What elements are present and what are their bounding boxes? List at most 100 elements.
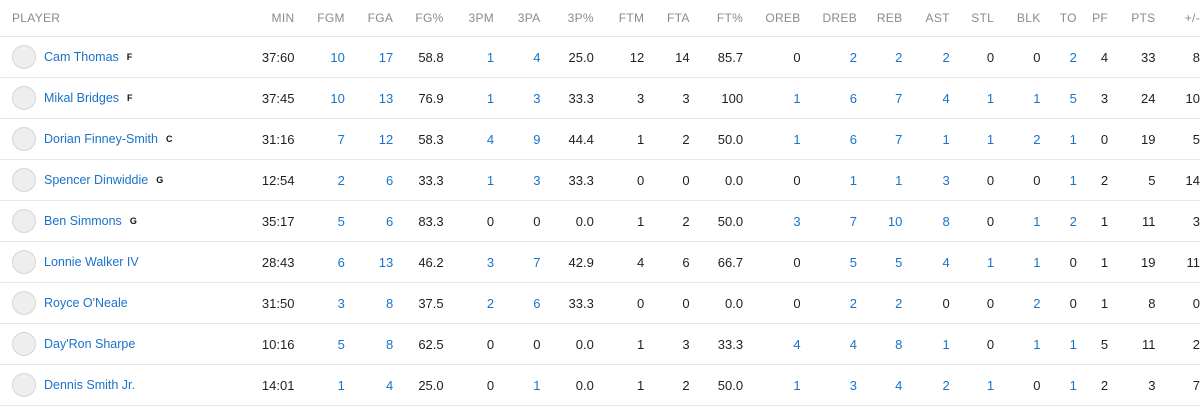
stat-stl[interactable]: 1 — [949, 364, 995, 406]
player-headshot-icon[interactable] — [12, 86, 36, 110]
stat-oreb[interactable]: 1 — [743, 364, 801, 406]
stat-fgm[interactable]: 6 — [294, 241, 345, 283]
player-name-link[interactable]: Royce O'Neale — [44, 296, 128, 310]
stat-dreb[interactable]: 2 — [800, 36, 858, 78]
stat-ast[interactable]: 4 — [902, 77, 950, 119]
stat-oreb[interactable]: 1 — [743, 118, 801, 160]
stat-reb[interactable]: 1 — [857, 159, 903, 201]
column-header-pf[interactable]: PF — [1092, 11, 1109, 25]
stat-fga[interactable]: 17 — [344, 36, 394, 78]
column-header-fga[interactable]: FGA — [367, 11, 394, 25]
stat-reb[interactable]: 5 — [857, 241, 903, 283]
stat-ast[interactable]: 1 — [902, 323, 950, 365]
stat-3pa[interactable]: 4 — [494, 36, 541, 78]
player-name-link[interactable]: Day'Ron Sharpe — [44, 337, 136, 351]
stat-fga[interactable]: 13 — [344, 77, 394, 119]
stat-oreb[interactable]: 3 — [743, 200, 801, 242]
column-header-min[interactable]: MIN — [271, 11, 295, 25]
player-name-link[interactable]: Dorian Finney-Smith — [44, 132, 158, 146]
stat-fga[interactable]: 6 — [344, 200, 394, 242]
stat-3pa[interactable]: 3 — [494, 77, 541, 119]
stat-reb[interactable]: 8 — [857, 323, 903, 365]
stat-reb[interactable]: 10 — [857, 200, 903, 242]
stat-fgm[interactable]: 7 — [294, 118, 345, 160]
stat-fga[interactable]: 13 — [344, 241, 394, 283]
column-header-fta[interactable]: FTA — [666, 11, 690, 25]
stat-reb[interactable]: 2 — [857, 282, 903, 324]
stat-reb[interactable]: 4 — [857, 364, 903, 406]
stat-3pm[interactable]: 2 — [443, 282, 495, 324]
player-headshot-icon[interactable] — [12, 250, 36, 274]
column-header-reb[interactable]: REB — [876, 11, 903, 25]
stat-reb[interactable]: 7 — [857, 118, 903, 160]
column-header-fgm[interactable]: FGM — [317, 11, 345, 25]
stat-dreb[interactable]: 4 — [800, 323, 858, 365]
stat-dreb[interactable]: 3 — [800, 364, 858, 406]
stat-ast[interactable]: 2 — [902, 36, 950, 78]
column-header-3pm[interactable]: 3PM — [468, 11, 495, 25]
stat-dreb[interactable]: 6 — [800, 77, 858, 119]
stat-dreb[interactable]: 7 — [800, 200, 858, 242]
column-header-ft-pct[interactable]: FT% — [716, 11, 744, 25]
player-headshot-icon[interactable] — [12, 127, 36, 151]
column-header-oreb[interactable]: OREB — [765, 11, 801, 25]
column-header-ast[interactable]: AST — [925, 11, 950, 25]
player-headshot-icon[interactable] — [12, 332, 36, 356]
stat-blk[interactable]: 1 — [994, 200, 1041, 242]
stat-oreb[interactable]: 1 — [743, 77, 801, 119]
stat-stl[interactable]: 1 — [949, 118, 995, 160]
stat-3pm[interactable]: 4 — [443, 118, 495, 160]
stat-dreb[interactable]: 5 — [800, 241, 858, 283]
stat-to[interactable]: 1 — [1040, 364, 1077, 406]
player-name-link[interactable]: Cam Thomas — [44, 50, 119, 64]
stat-dreb[interactable]: 6 — [800, 118, 858, 160]
stat-blk[interactable]: 2 — [994, 282, 1041, 324]
column-header-dreb[interactable]: DREB — [822, 11, 858, 25]
stat-dreb[interactable]: 1 — [800, 159, 858, 201]
stat-fga[interactable]: 12 — [344, 118, 394, 160]
player-name-link[interactable]: Dennis Smith Jr. — [44, 378, 136, 392]
player-headshot-icon[interactable] — [12, 373, 36, 397]
stat-to[interactable]: 1 — [1040, 159, 1077, 201]
stat-fgm[interactable]: 5 — [294, 323, 345, 365]
stat-3pa[interactable]: 6 — [494, 282, 541, 324]
stat-blk[interactable]: 1 — [994, 323, 1041, 365]
stat-3pm[interactable]: 1 — [443, 36, 495, 78]
player-headshot-icon[interactable] — [12, 168, 36, 192]
column-header-blk[interactable]: BLK — [1016, 11, 1041, 25]
stat-to[interactable]: 1 — [1040, 323, 1077, 365]
column-header-fg-pct[interactable]: FG% — [415, 11, 444, 25]
stat-oreb[interactable]: 4 — [743, 323, 801, 365]
stat-reb[interactable]: 2 — [857, 36, 903, 78]
stat-fga[interactable]: 8 — [344, 282, 394, 324]
stat-3pm[interactable]: 1 — [443, 159, 495, 201]
stat-to[interactable]: 5 — [1040, 77, 1077, 119]
stat-stl[interactable]: 1 — [949, 77, 995, 119]
stat-blk[interactable]: 1 — [994, 77, 1041, 119]
stat-3pa[interactable]: 3 — [494, 159, 541, 201]
stat-blk[interactable]: 1 — [994, 241, 1041, 283]
player-name-link[interactable]: Lonnie Walker IV — [44, 255, 139, 269]
stat-ast[interactable]: 1 — [902, 118, 950, 160]
stat-blk[interactable]: 2 — [994, 118, 1041, 160]
stat-3pa[interactable]: 7 — [494, 241, 541, 283]
stat-fgm[interactable]: 1 — [294, 364, 345, 406]
stat-fga[interactable]: 4 — [344, 364, 394, 406]
column-header-pts[interactable]: PTS — [1131, 11, 1156, 25]
stat-to[interactable]: 1 — [1040, 118, 1077, 160]
stat-fga[interactable]: 8 — [344, 323, 394, 365]
stat-fgm[interactable]: 10 — [294, 36, 345, 78]
stat-fga[interactable]: 6 — [344, 159, 394, 201]
stat-ast[interactable]: 4 — [902, 241, 950, 283]
stat-to[interactable]: 2 — [1040, 200, 1077, 242]
player-name-link[interactable]: Ben Simmons — [44, 214, 122, 228]
stat-fgm[interactable]: 2 — [294, 159, 345, 201]
stat-3pa[interactable]: 9 — [494, 118, 541, 160]
column-header-plus-minus[interactable]: +/- — [1184, 11, 1200, 25]
stat-ast[interactable]: 8 — [902, 200, 950, 242]
column-header-ftm[interactable]: FTM — [618, 11, 645, 25]
stat-to[interactable]: 2 — [1040, 36, 1077, 78]
player-headshot-icon[interactable] — [12, 45, 36, 69]
player-headshot-icon[interactable] — [12, 209, 36, 233]
column-header-3pa[interactable]: 3PA — [517, 11, 541, 25]
